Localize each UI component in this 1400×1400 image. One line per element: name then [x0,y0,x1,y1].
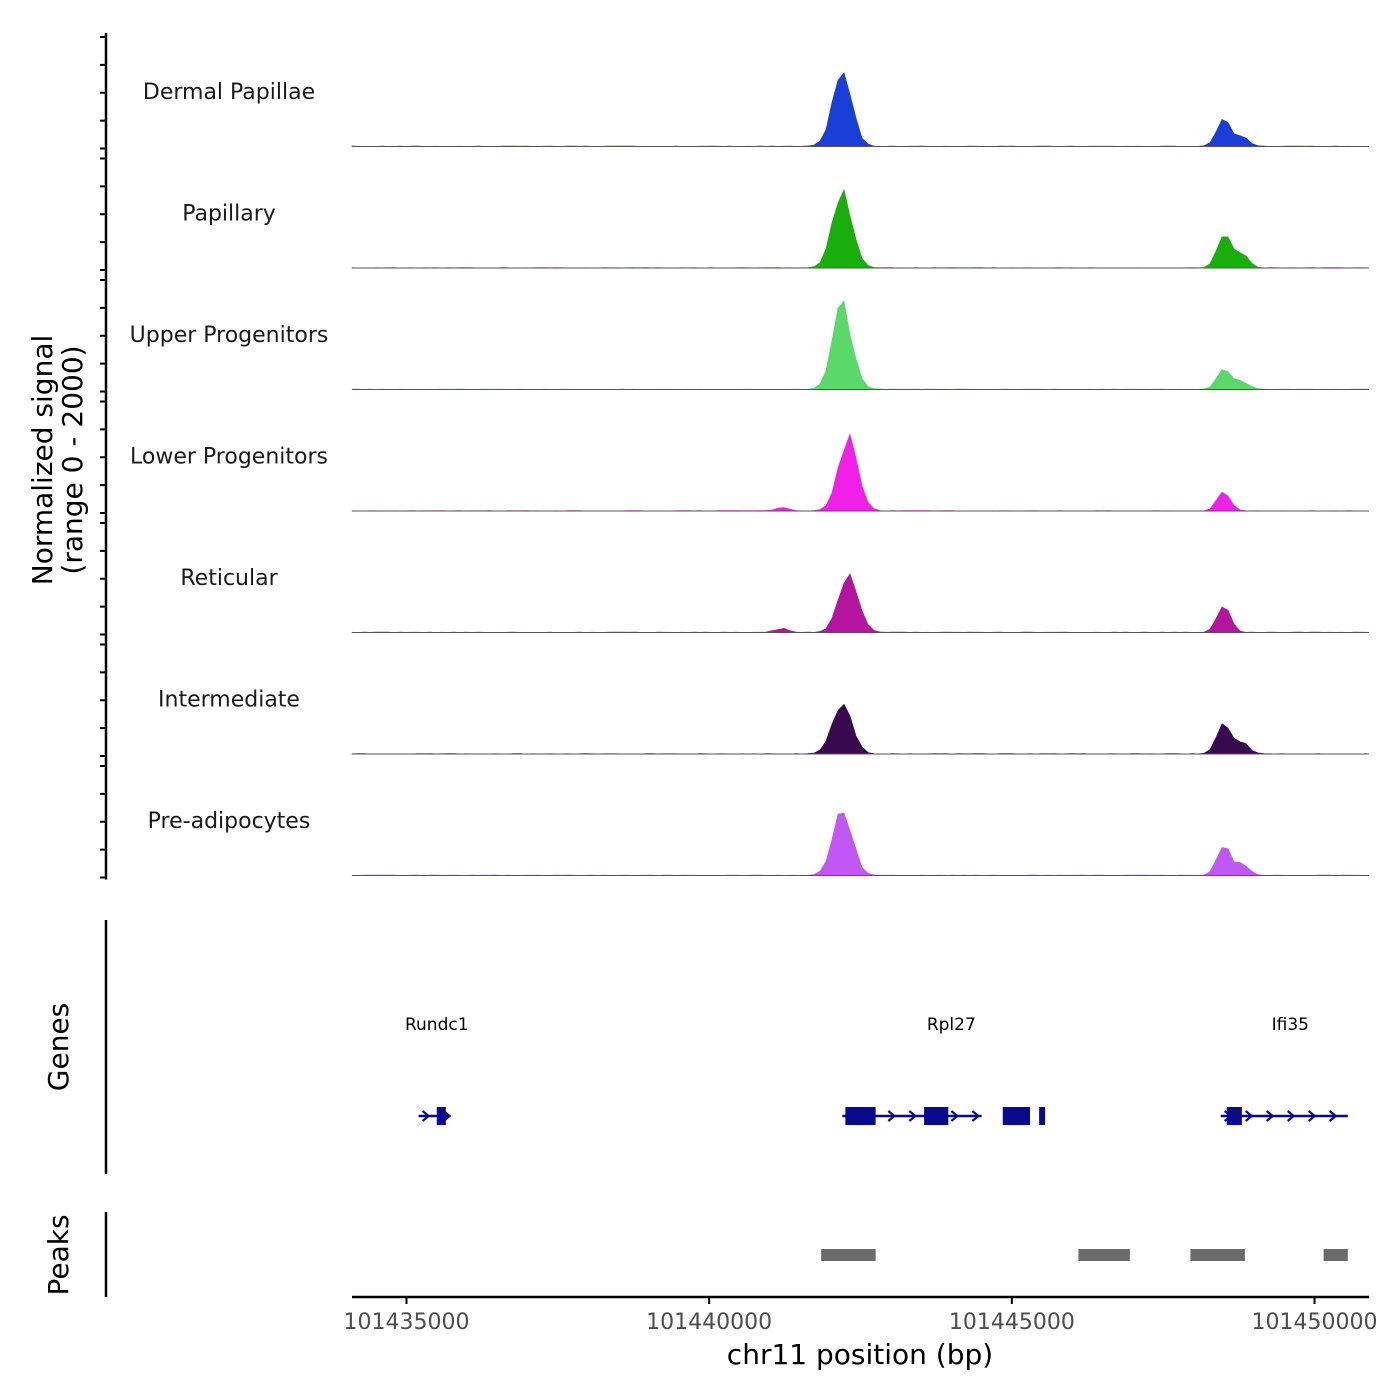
track-label-pre-adipocytes: Pre-adipocytes [148,809,311,834]
coverage-area-pre-adipocytes [351,812,1370,876]
gene-strand-arrow [908,1110,918,1122]
gene-label-ifi35: Ifi35 [1272,1015,1309,1035]
gene-strand-arrow [950,1110,960,1122]
gene-strand-arrow [971,1110,981,1122]
coverage-area-papillary [351,188,1370,269]
track-label-intermediate: Intermediate [158,688,300,713]
coverage-area-upper-progenitors [351,300,1370,390]
coverage-area-dermal-papillae [351,72,1370,147]
peaks-track-label: Peaks [42,1214,75,1295]
gene-strand-arrow [887,1110,897,1122]
genes-track-label: Genes [42,1003,75,1091]
gene-strand-arrow [1265,1110,1275,1122]
track-label-lower-progenitors: Lower Progenitors [130,445,328,470]
coverage-tracks: Dermal Papillae Papillary Upper Progenitor… [130,72,1370,876]
gene-strand-arrow [1286,1110,1296,1122]
peak-region [1190,1249,1245,1261]
gene-label-rundc1: Rundc1 [405,1015,469,1035]
track-label-upper-progenitors: Upper Progenitors [130,323,329,348]
gene-exon-rpl27 [1002,1107,1030,1125]
gene-exon-rundc1 [436,1107,446,1125]
peak-region [1078,1249,1130,1261]
x-axis-tick-label: 101435000 [343,1310,469,1335]
gene-label-rpl27: Rpl27 [927,1015,976,1035]
gene-strand-arrow [421,1110,431,1122]
gene-exon-rpl27 [845,1107,876,1125]
track-label-papillary: Papillary [182,202,276,227]
gene-exon-ifi35 [1226,1107,1242,1125]
x-axis-tick-label: 101450000 [1252,1310,1378,1335]
gene-strand-arrow [1244,1110,1254,1122]
gene-strand-arrow [1328,1110,1338,1122]
coverage-area-reticular [351,573,1370,633]
track-label-reticular: Reticular [180,566,278,591]
x-axis: 101435000 101440000 101445000 101450000 [343,1295,1378,1335]
x-axis-tick-label: 101445000 [949,1310,1075,1335]
coverage-ylabel-line1: Normalized signal [26,335,59,586]
coverage-area-lower-progenitors [351,433,1370,512]
x-axis-title: chr11 position (bp) [727,1338,993,1371]
coverage-y-axis [100,33,108,880]
peak-region [1323,1249,1348,1261]
peak-region [821,1249,876,1261]
coverage-area-intermediate [351,703,1370,755]
peak-track [821,1249,1348,1261]
gene-exon-rpl27 [1039,1107,1046,1125]
x-axis-tick-label: 101440000 [646,1310,772,1335]
coverage-ylabel-line2: (range 0 - 2000) [56,345,89,574]
gene-track: Rundc1 Rpl27 Ifi35 [405,1015,1348,1125]
gene-strand-arrow [1307,1110,1317,1122]
gene-exon-rpl27 [924,1107,949,1125]
track-label-dermal-papillae: Dermal Papillae [143,80,315,105]
